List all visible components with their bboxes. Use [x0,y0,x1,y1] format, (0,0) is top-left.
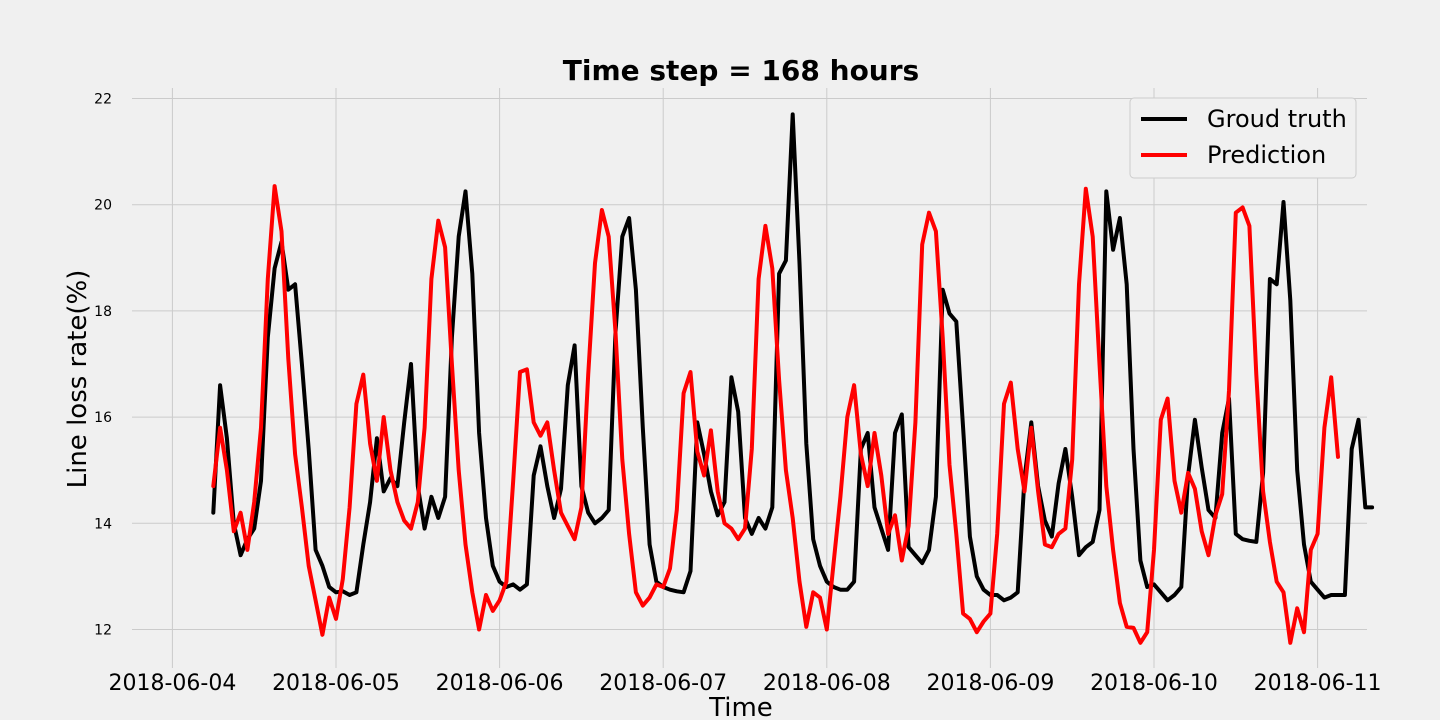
x-tick-label: 2018-06-07 [599,671,727,696]
series-line-ground-truth [211,112,1375,603]
y-tick-label: 22 [94,92,112,108]
legend: Groud truth Prediction [1129,97,1357,179]
y-tick-label: 20 [94,198,112,214]
y-tick-label: 18 [94,304,112,320]
x-tick-label: 2018-06-10 [1090,671,1218,696]
x-tick-label: 2018-06-08 [763,671,891,696]
y-tick-labels: 12 14 16 18 20 22 [94,92,112,639]
x-axis-label: Time [708,693,773,720]
x-tick-label: 2018-06-06 [436,671,564,696]
x-tick-label: 2018-06-09 [926,671,1054,696]
series-line-prediction [211,184,1340,645]
y-tick-label: 12 [94,623,112,639]
y-tick-label: 16 [94,410,112,426]
x-tick-label: 2018-06-11 [1254,671,1382,696]
grid-lines [132,88,1367,668]
y-axis-label: Line loss rate(%) [63,270,93,489]
x-tick-labels: 2018-06-04 2018-06-05 2018-06-06 2018-06-07… [108,671,1381,696]
x-tick-label: 2018-06-04 [108,671,236,696]
y-tick-label: 14 [94,516,112,532]
series-lines [211,112,1375,645]
chart-title: Time step = 168 hours [563,54,919,87]
legend-label: Groud truth [1207,105,1347,133]
legend-label: Prediction [1207,141,1326,169]
x-tick-label: 2018-06-05 [272,671,400,696]
